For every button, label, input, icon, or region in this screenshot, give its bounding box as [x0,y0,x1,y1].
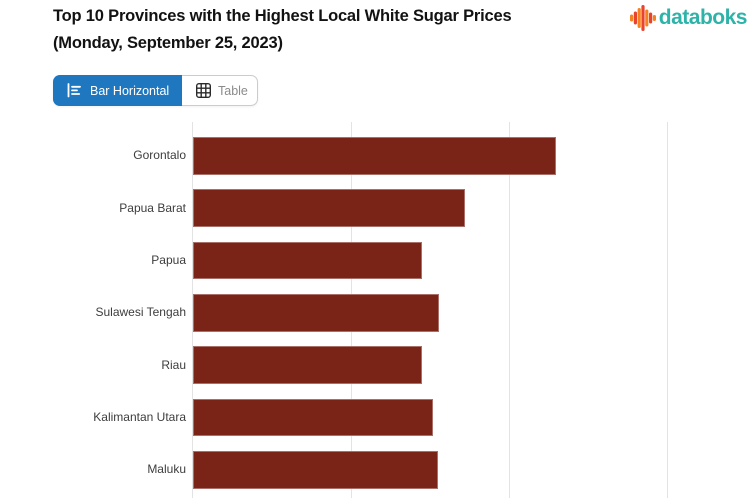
gridline [509,122,510,498]
tab-bar-horizontal[interactable]: Bar Horizontal [53,75,182,106]
bar[interactable] [193,346,422,384]
tab-table-label: Table [218,83,248,98]
bar[interactable] [193,137,556,175]
bar-label: Kalimantan Utara [93,410,186,424]
table-icon [196,83,212,99]
bar-chart: Gorontalo Papua Barat Papua Sulawesi Tengah… [0,122,753,498]
bar-label: Gorontalo [133,148,186,163]
bar-label: Maluku [147,462,186,477]
view-toggle: Bar Horizontal Table [53,75,258,106]
databoks-logo-mark-icon [629,5,656,31]
databoks-logo[interactable]: databoks [629,4,748,32]
bar[interactable] [193,241,422,280]
chart-title-line1: Top 10 Provinces with the Highest Local … [53,7,512,25]
chart-title-line2: (Monday, September 25, 2023) [53,33,283,52]
bar[interactable] [193,294,439,332]
bar[interactable] [193,189,465,227]
chart-title: Top 10 Provinces with the Highest Local … [53,3,613,56]
gridline [667,122,668,498]
bar-label: Sulawesi Tengah [95,305,186,320]
bar-horizontal-icon [67,83,81,98]
bar-label: Papua Barat [119,200,186,215]
gridline [192,122,193,498]
tab-bar-horizontal-label: Bar Horizontal [90,83,170,98]
bar-label: Papua [151,252,186,267]
bar[interactable] [193,451,438,489]
bar-label: Riau [161,357,186,372]
bar[interactable] [193,398,433,437]
databoks-logo-text: databoks [658,6,748,29]
tab-table[interactable]: Table [182,76,257,105]
